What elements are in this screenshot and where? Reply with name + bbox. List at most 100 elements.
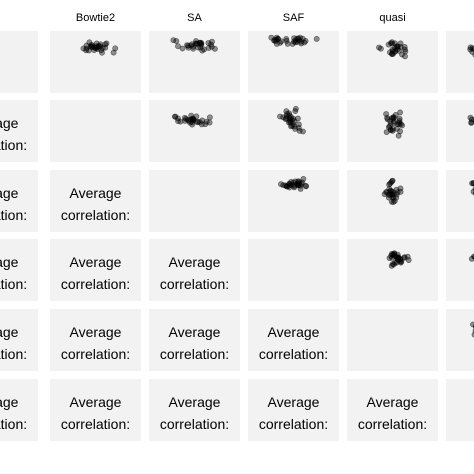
data-point (297, 185, 304, 192)
data-point (397, 128, 403, 135)
correlation-text: correlation: (0, 416, 28, 432)
average-correlation-label: Average correlation: 0.816 (50, 251, 141, 301)
correlation-value: 0.837 (0, 365, 38, 371)
correlation-text: correlation: (0, 207, 28, 223)
correlation-text: correlation: (357, 416, 428, 432)
data-point (212, 45, 218, 52)
jitter-points (277, 105, 306, 135)
jitter-points (386, 250, 412, 269)
panel-r2-c0: Average correlation: 0.864 (0, 170, 38, 232)
data-point (197, 44, 204, 51)
panel-r4-c4 (347, 309, 438, 371)
panel-r0-c2 (149, 31, 240, 93)
correlation-text: Average (168, 324, 221, 340)
average-correlation-label: Average correlation: 0.837 (0, 321, 38, 371)
correlation-value: 0.835 (149, 435, 240, 441)
panel-r3-c1: Average correlation: 0.816 (50, 239, 141, 301)
data-point (277, 113, 283, 120)
panel-r0-c4 (347, 31, 438, 93)
correlation-text: correlation: (258, 346, 329, 362)
data-point (471, 331, 474, 338)
data-point (402, 53, 408, 60)
data-point (383, 129, 390, 135)
panel-r4-c2: Average correlation: 0.828 (149, 309, 240, 371)
correlation-text: correlation: (258, 416, 329, 432)
data-point (393, 194, 400, 201)
panel-r5-c5 (446, 379, 474, 441)
data-point (284, 40, 291, 47)
panel-r1-c3 (248, 100, 339, 162)
panel-r2-c4 (347, 170, 438, 232)
data-point (291, 184, 298, 191)
correlation-text: correlation: (159, 346, 230, 362)
panel-r1-c5 (446, 100, 474, 162)
data-point (390, 125, 396, 132)
data-point (209, 38, 215, 45)
data-point (272, 38, 279, 44)
data-point (387, 187, 394, 194)
data-point (296, 37, 302, 43)
data-point (186, 118, 192, 124)
data-point (390, 114, 397, 120)
data-point (390, 199, 397, 205)
correlation-value: 0.856 (347, 435, 438, 441)
data-point (291, 123, 297, 130)
jitter-points (376, 39, 409, 60)
facet-label-0: cle (0, 9, 38, 27)
panel-r2-c5 (446, 170, 474, 232)
data-point (398, 258, 405, 265)
average-correlation-label: Average correlation: 0.906 (149, 251, 240, 301)
correlation-text: Average (69, 254, 122, 270)
correlation-text: correlation: (159, 276, 230, 292)
average-correlation-label: Average correlation: 0.850 (0, 112, 38, 162)
data-point (173, 38, 180, 44)
correlation-text: correlation: (60, 416, 131, 432)
data-point (390, 50, 396, 57)
correlation-text: Average (0, 115, 19, 131)
correlation-text: correlation: (0, 276, 28, 292)
average-correlation-label: Average correlation: 0.863 (50, 182, 141, 232)
jitter-points (172, 112, 213, 128)
panel-r1-c4 (347, 100, 438, 162)
jitter-points (381, 177, 404, 205)
data-point (96, 43, 102, 50)
panel-r0-c5 (446, 31, 474, 93)
panel-r0-c3 (248, 31, 339, 93)
jitter-points (469, 180, 474, 196)
data-point (402, 46, 408, 53)
data-point (183, 115, 189, 122)
data-point (199, 47, 206, 54)
data-point (393, 254, 400, 260)
panel-r5-c1: Average correlation: 0.789 (50, 379, 141, 441)
panel-r3-c5 (446, 239, 474, 301)
data-point (467, 46, 474, 53)
correlation-value: 0.864 (0, 226, 38, 232)
correlation-value: 0.908 (248, 435, 339, 441)
data-point (399, 122, 405, 129)
data-point (396, 115, 403, 122)
jitter-points (470, 321, 474, 338)
correlation-text: correlation: (60, 276, 131, 292)
data-point (397, 40, 404, 47)
jitter-points (383, 109, 405, 139)
data-point (175, 43, 181, 50)
facet-label-1: Bowtie2 (75, 12, 116, 24)
panel-r2-c2 (149, 170, 240, 232)
data-point (387, 120, 394, 127)
data-point (179, 45, 186, 52)
data-point (110, 49, 117, 56)
average-correlation-label: Average correlation: 0.781 (50, 321, 141, 371)
jitter-points (468, 253, 474, 262)
correlation-text: Average (69, 394, 122, 410)
panel-r1-c1 (50, 100, 141, 162)
data-point (202, 121, 209, 128)
facet-label-2: SA (187, 12, 202, 24)
data-point (396, 121, 402, 128)
jitter-points (278, 175, 309, 192)
correlation-value: 0.850 (0, 156, 38, 162)
data-point (291, 35, 297, 41)
data-point (300, 175, 307, 182)
correlation-text: correlation: (60, 207, 131, 223)
data-point (405, 257, 412, 263)
correlation-text: Average (69, 324, 122, 340)
